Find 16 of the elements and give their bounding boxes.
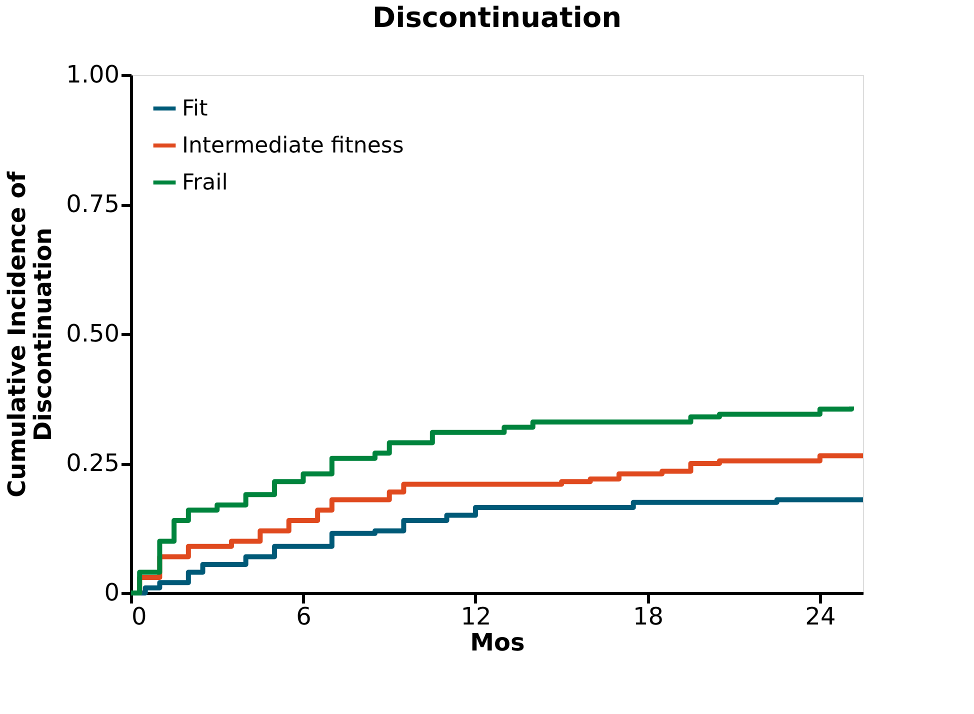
y-axis-title: Cumulative Incidence of Discontinuation bbox=[3, 170, 58, 498]
y-tick-label: 0.50 bbox=[66, 320, 120, 348]
x-tick-label: 0 bbox=[132, 602, 147, 630]
y-tick-label: 1.00 bbox=[66, 60, 120, 88]
chart-title: Discontinuation bbox=[372, 1, 622, 34]
x-axis-title: Mos bbox=[470, 628, 525, 656]
y-tick-label: 0 bbox=[104, 578, 120, 606]
legend-label: Frail bbox=[182, 170, 228, 196]
x-tick-label: 18 bbox=[632, 602, 664, 630]
x-tick-label: 12 bbox=[460, 602, 492, 630]
x-tick-label: 24 bbox=[805, 602, 836, 630]
x-tick-label: 6 bbox=[296, 602, 312, 630]
legend-label: Intermediate fitness bbox=[182, 134, 404, 158]
y-tick-label: 0.75 bbox=[66, 190, 120, 218]
legend-label: Fit bbox=[182, 96, 208, 122]
y-tick-label: 0.25 bbox=[66, 449, 120, 477]
